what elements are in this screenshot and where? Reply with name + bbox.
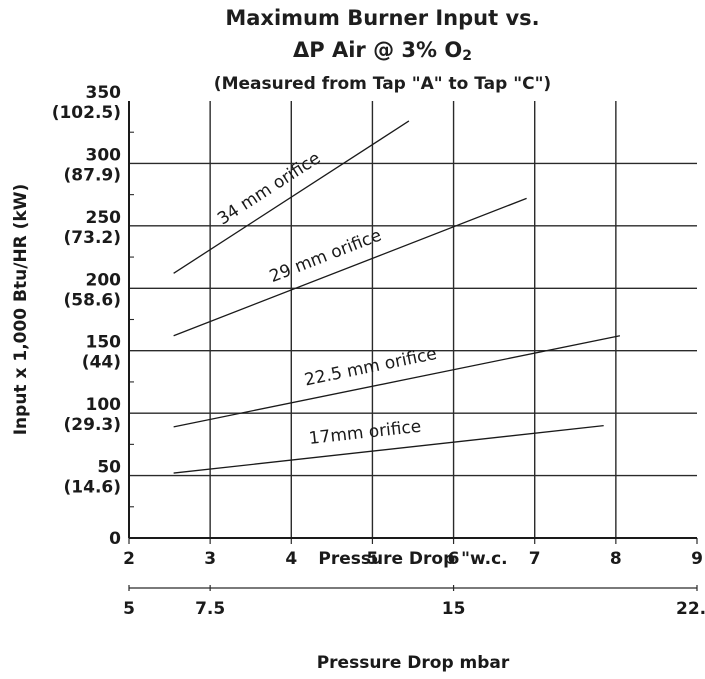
series-line [173,335,621,428]
chart-title-line-2: ΔP Air @ 3% O2 [293,38,472,64]
x2-axis-title: Pressure Drop mbar [317,653,510,673]
y-tick-label-kw: (44) [82,353,121,373]
series-line [173,197,527,337]
tick-labels: 2 3 4 5 6 7 8 9 0 50(14.6) 100(29.3) 150(44) 200(58.… [52,83,703,569]
mbar-axis: 5 7.5 15 22.5 [123,585,705,619]
series-label: 17mm orifice [308,417,422,449]
y-tick-label-kw: (29.3) [64,415,121,435]
grid-lines [129,101,697,538]
x-tick-label: 5 [367,549,379,569]
x-tick-label: 7 [529,549,541,569]
series-label: 34 mm orifice [214,148,324,229]
y-tick-label: 200 [86,270,122,290]
y-tick-label: 350 [86,83,122,103]
x2-tick-label: 22.5 [676,599,705,619]
x-axis-title: Pressure Drop "w.c. [318,549,507,569]
x-tick-label: 6 [448,549,460,569]
series-label: 29 mm orifice [267,225,384,286]
x-tick-label: 9 [691,549,703,569]
x2-tick-label: 5 [123,599,135,619]
x2-tick-label: 7.5 [195,599,225,619]
y-tick-label: 100 [86,395,122,415]
y-tick-label-kw: (14.6) [64,478,121,498]
y-tick-label-kw: (73.2) [64,228,121,248]
chart-title-line-3: (Measured from Tap "A" to Tap "C") [213,74,552,94]
y-tick-label: 300 [86,145,122,165]
y-tick-label-kw: (102.5) [52,103,121,123]
series-line [173,424,604,474]
x-tick-label: 4 [285,549,297,569]
y-axis-title: Input x 1,000 Btu/HR (kW) [11,184,31,436]
series-line [173,120,410,274]
y-tick-label: 250 [86,208,122,228]
y-tick-label-kw: (87.9) [64,165,121,185]
x-tick-label: 8 [610,549,622,569]
axes [128,101,698,544]
x2-tick-label: 15 [442,599,466,619]
y-tick-label: 50 [97,458,121,478]
y-tick-label-kw: (58.6) [64,290,121,310]
x-tick-label: 2 [123,549,135,569]
y-tick-label: 150 [86,333,122,353]
x-tick-label: 3 [204,549,216,569]
chart-title-line-1: Maximum Burner Input vs. [225,6,540,30]
y-tick-label: 0 [109,529,121,549]
